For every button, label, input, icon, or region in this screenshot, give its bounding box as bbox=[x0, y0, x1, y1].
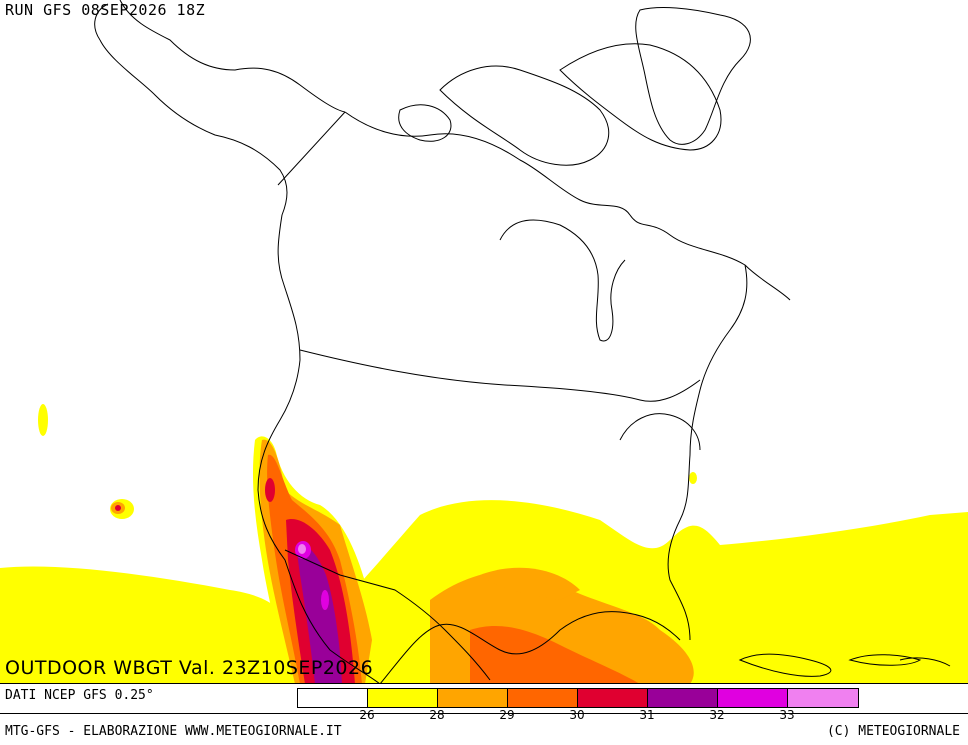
source-note: DATI NCEP GFS 0.25° bbox=[5, 688, 154, 703]
footer-credit: MTG-GFS - ELABORAZIONE WWW.METEOGIORNALE… bbox=[5, 724, 342, 739]
footer-rule bbox=[0, 713, 968, 714]
legend-swatch bbox=[788, 689, 858, 707]
weather-map bbox=[0, 0, 968, 684]
color-legend bbox=[297, 688, 859, 708]
alaska-canada-border bbox=[277, 111, 346, 186]
legend-tick-label: 32 bbox=[709, 708, 725, 722]
wbgt-fill-33-plus bbox=[298, 544, 306, 554]
map-canvas bbox=[0, 0, 968, 684]
legend-swatch bbox=[298, 689, 368, 707]
coastlines bbox=[94, 0, 951, 684]
run-title: RUN GFS 08SEP2026 18Z bbox=[5, 1, 206, 19]
map-title: OUTDOOR WBGT Val. 23Z10SEP2026 bbox=[5, 657, 374, 679]
legend-tick-label: 33 bbox=[779, 708, 795, 722]
legend-tick-label: 30 bbox=[569, 708, 585, 722]
legend-swatch bbox=[438, 689, 508, 707]
legend-tick-label: 28 bbox=[429, 708, 445, 722]
wbgt-fill-31-32 bbox=[296, 544, 342, 684]
footer-copyright: (C) METEOGIORNALE bbox=[826, 724, 960, 739]
legend-swatch bbox=[578, 689, 648, 707]
legend-tick-label: 31 bbox=[639, 708, 655, 722]
legend-tick-label: 26 bbox=[359, 708, 375, 722]
borders bbox=[277, 111, 701, 681]
map-bottom-rule bbox=[0, 683, 968, 684]
us-mexico-border bbox=[284, 549, 491, 681]
legend-swatch bbox=[718, 689, 788, 707]
legend-swatch bbox=[648, 689, 718, 707]
legend-swatch bbox=[368, 689, 438, 707]
legend-swatch bbox=[508, 689, 578, 707]
legend-tick-label: 29 bbox=[499, 708, 515, 722]
